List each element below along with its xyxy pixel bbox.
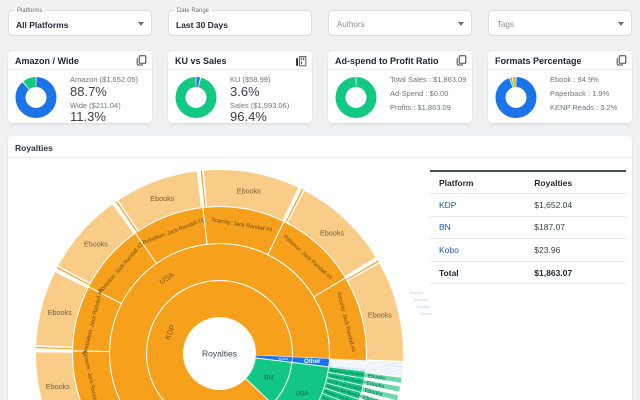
svg-text:Ebooks: Ebooks: [84, 240, 108, 249]
svg-text:BN: BN: [264, 374, 273, 381]
svg-text:Abandon: Jack Randall #2: Abandon: Jack Randall #2: [329, 373, 365, 384]
svg-text:Kobo: Kobo: [279, 356, 289, 361]
svg-text:Other: Other: [304, 358, 321, 365]
svg-text:Ebooks: Ebooks: [368, 310, 392, 319]
svg-text:Ebooks: Ebooks: [46, 382, 70, 391]
svg-text:Ebooks: Ebooks: [417, 304, 430, 309]
svg-text:Ebooks: Ebooks: [48, 308, 72, 317]
svg-text:Ebooks: Ebooks: [362, 395, 381, 400]
svg-text:Ebooks: Ebooks: [320, 228, 344, 237]
svg-text:Ebooks: Ebooks: [150, 194, 174, 203]
svg-text:Rebellion: Jack Randall #1: Rebellion: Jack Randall #1: [324, 389, 360, 400]
svg-text:USA: USA: [295, 390, 309, 397]
svg-text:Ebooks: Ebooks: [366, 381, 385, 390]
svg-text:Ebooks: Ebooks: [410, 290, 423, 295]
svg-text:Ebooks: Ebooks: [364, 388, 383, 398]
svg-text:Ebooks: Ebooks: [414, 297, 427, 302]
svg-text:Ebooks: Ebooks: [367, 373, 386, 382]
svg-text:Security: Jack Randall #4: Security: Jack Randall #4: [330, 368, 365, 377]
svg-text:Ebooks: Ebooks: [237, 187, 261, 196]
svg-text:Ebook: Ebook: [420, 311, 431, 316]
svg-text:Royalties: Royalties: [202, 348, 237, 358]
